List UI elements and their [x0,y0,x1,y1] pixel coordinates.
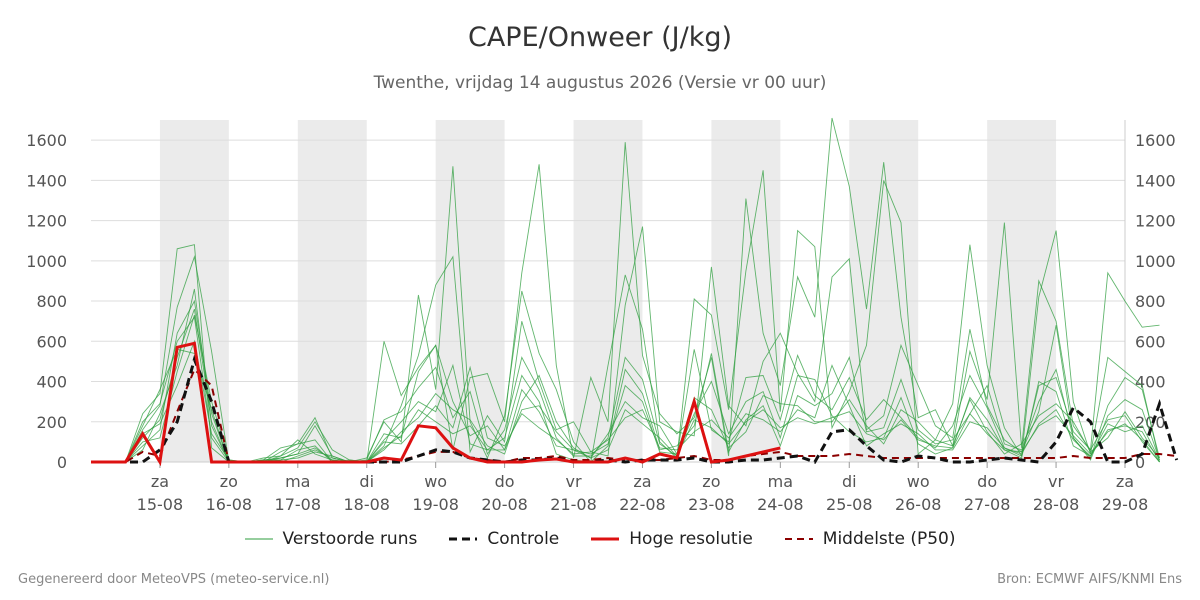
weekend-band-4 [711,120,781,462]
y-tick-left-200: 200 [36,413,67,432]
y-tick-right-1400: 1400 [1135,171,1176,190]
ensemble-line-1 [91,166,1160,464]
ensemble-line-3 [91,316,1160,463]
x-tick-day-12: do [977,472,997,491]
legend-item-median: Middelste (P50) [784,529,956,549]
x-tick-day-7: za [633,472,651,491]
legend-label-median: Middelste (P50) [822,529,956,549]
y-tick-left-400: 400 [36,373,67,392]
x-tick-date-3: 18-08 [343,495,390,514]
x-tick-date-2: 17-08 [275,495,322,514]
x-tick-day-4: wo [424,472,447,491]
y-tick-left-0: 0 [57,453,67,472]
y-tick-right-1200: 1200 [1135,212,1176,231]
legend-label-hires: Hoge resolutie [629,529,753,549]
ensemble-line-4 [91,308,1160,463]
ensemble-line-7 [91,288,1160,463]
x-tick-date-5: 20-08 [481,495,528,514]
y-tick-left-600: 600 [36,332,67,351]
x-tick-day-2: ma [285,472,310,491]
legend-swatch-ensemble [244,538,273,540]
y-tick-right-0: 0 [1135,453,1145,472]
x-tick-date-8: 23-08 [688,495,735,514]
weekend-band-6 [987,120,1057,462]
weekend-band-1 [297,120,367,462]
x-tick-date-12: 27-08 [964,495,1011,514]
x-tick-day-8: zo [702,472,720,491]
x-tick-date-7: 22-08 [619,495,666,514]
x-tick-day-10: di [842,472,857,491]
chart-subtitle: Twenthe, vrijdag 14 augustus 2026 (Versi… [373,73,827,93]
y-tick-right-1000: 1000 [1135,252,1176,271]
weekend-band-5 [849,120,919,462]
y-tick-left-1400: 1400 [26,171,67,190]
footer-credit: Gegenereerd door MeteoVPS (meteo-service… [18,572,330,587]
x-tick-day-6: vr [566,472,582,491]
footer-source: Bron: ECMWF AIFS/KNMI Ens [997,572,1182,587]
control-line [91,354,1179,464]
y-tick-left-800: 800 [36,292,67,311]
legend-item-hires: Hoge resolutie [591,529,753,549]
x-tick-date-0: 15-08 [137,495,184,514]
legend-label-ensemble: Verstoorde runs [282,529,418,549]
y-tick-right-800: 800 [1135,292,1166,311]
y-tick-left-1600: 1600 [26,131,67,150]
y-tick-right-1600: 1600 [1135,131,1176,150]
hires-line [91,341,781,467]
x-tick-day-14: za [1116,472,1134,491]
legend-swatch-hires [591,537,620,541]
x-tick-day-0: za [151,472,169,491]
y-tick-left-1000: 1000 [26,252,67,271]
x-tick-date-4: 19-08 [412,495,459,514]
legend: Verstoorde runs Controle Hoge resolutie … [0,529,1200,549]
x-tick-date-6: 21-08 [550,495,597,514]
x-tick-date-11: 26-08 [895,495,942,514]
x-tick-day-1: zo [220,472,238,491]
x-tick-date-9: 24-08 [757,495,804,514]
legend-label-control: Controle [487,529,560,549]
x-tick-day-13: vr [1048,472,1064,491]
x-tick-date-14: 29-08 [1102,495,1149,514]
x-tick-day-9: ma [768,472,793,491]
x-tick-date-10: 25-08 [826,495,873,514]
x-tick-day-11: wo [907,472,930,491]
x-tick-day-5: do [495,472,515,491]
x-tick-date-13: 28-08 [1033,495,1080,514]
legend-swatch-control [449,537,478,541]
y-tick-right-400: 400 [1135,373,1166,392]
legend-item-ensemble: Verstoorde runs [244,529,418,549]
ensemble-line-0 [91,117,1160,463]
legend-swatch-median [784,538,813,540]
weekend-band-2 [435,120,505,462]
y-tick-left-1200: 1200 [26,212,67,231]
x-tick-day-3: di [359,472,374,491]
y-tick-right-600: 600 [1135,332,1166,351]
chart-title: CAPE/Onweer (J/kg) [467,22,732,53]
legend-item-control: Controle [449,529,559,549]
x-tick-date-1: 16-08 [206,495,253,514]
